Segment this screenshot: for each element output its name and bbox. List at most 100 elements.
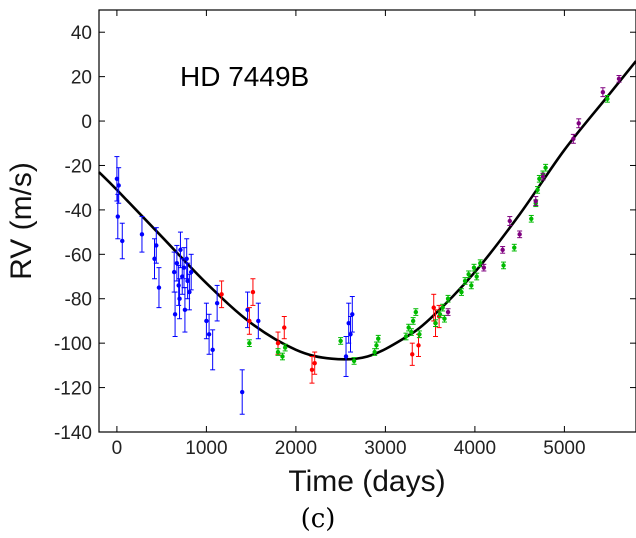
data-point [153,227,159,264]
point-marker [180,274,185,279]
point-marker [245,307,250,313]
data-point [481,263,487,272]
point-marker [543,165,548,170]
data-point [576,118,582,129]
point-marker [600,89,606,95]
x-tick-label: 0 [112,438,123,459]
point-marker [433,320,438,326]
data-point [281,316,287,340]
data-point [115,193,121,240]
data-point [433,319,439,327]
point-marker [469,283,474,288]
point-marker [376,336,381,341]
data-point [184,238,190,280]
point-marker [481,265,487,270]
point-marker [351,358,357,364]
data-point [206,313,212,355]
point-marker [431,305,436,310]
point-marker [437,312,443,317]
data-point [403,332,409,341]
data-point [177,231,183,269]
point-marker [282,345,288,350]
data-point [338,337,344,345]
point-marker [533,198,538,204]
data-point [177,278,183,320]
point-marker [409,329,414,335]
point-marker [154,243,159,248]
point-marker [605,96,610,102]
point-marker [616,76,622,82]
point-marker [343,354,349,359]
data-point [604,95,610,103]
data-point [156,267,162,309]
data-point [279,352,285,361]
point-marker [416,343,421,348]
point-marker [507,218,513,224]
point-marker [442,316,447,321]
data-point [171,251,177,293]
point-marker [348,332,353,337]
data-point [511,243,517,252]
point-marker [462,278,468,284]
data-point [445,294,451,303]
y-tick-label: -120 [54,379,92,400]
y-tick-label: -20 [65,156,92,177]
point-marker [178,247,183,253]
plot-background [99,10,636,432]
point-marker [214,300,220,306]
y-tick-label: -140 [54,423,92,444]
data-point [458,288,464,296]
data-point [600,87,606,98]
point-marker [188,269,194,275]
data-point [570,133,576,144]
data-point [408,328,414,336]
y-tick-label: 0 [81,112,92,133]
x-axis-label: Time (days) [288,465,445,498]
point-marker [440,305,445,310]
plot-annotation: HD 7449B [180,61,309,92]
data-point [517,230,523,239]
data-point [188,253,194,291]
data-point [246,339,252,347]
point-marker [374,343,379,348]
data-point [139,216,145,253]
point-marker [459,289,464,295]
point-marker [204,318,209,324]
point-marker [413,309,419,315]
data-point [543,163,549,172]
point-marker [116,183,121,188]
point-marker [517,232,522,237]
data-point [203,302,209,340]
point-marker [571,136,576,142]
point-marker [114,176,120,181]
point-marker [115,214,120,219]
point-marker [219,292,224,297]
point-marker [156,285,162,290]
point-marker [512,245,517,250]
data-point [410,317,416,325]
point-marker [501,263,506,268]
fit-curve-line [98,60,636,361]
data-point [119,222,125,260]
point-marker [540,174,546,179]
data-point [466,270,472,279]
point-marker [182,307,188,313]
data-point [309,355,315,384]
x-tick-label: 2000 [275,438,317,459]
point-marker [275,349,281,355]
data-point [413,308,419,316]
point-marker [172,312,178,317]
point-marker [206,332,212,337]
point-marker [181,265,187,270]
fit-curve-layer [98,60,636,361]
point-marker [309,367,315,373]
data-point [239,369,245,415]
x-tick-label: 3000 [364,438,406,459]
data-point [445,308,451,316]
data-point [349,296,355,333]
data-point [500,246,506,254]
point-marker [350,312,355,317]
point-marker [474,274,479,279]
point-marker [445,296,451,301]
